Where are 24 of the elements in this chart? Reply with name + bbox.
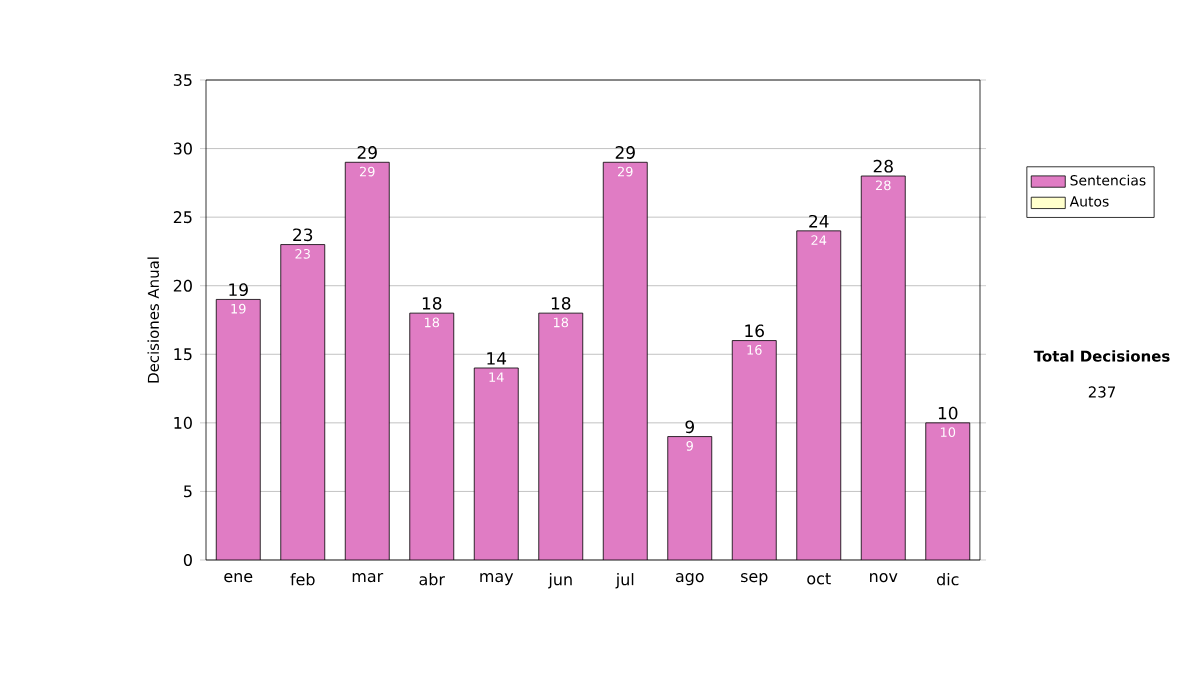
bar: [603, 162, 648, 560]
total-label: 14: [487, 352, 507, 365]
total-label: 18: [422, 296, 442, 310]
total-label: 29: [357, 146, 377, 159]
bar: [409, 313, 454, 560]
total-label: 29: [615, 146, 635, 159]
bar: [796, 230, 841, 560]
bar: [538, 313, 583, 560]
total-label: 10: [938, 406, 958, 420]
bar: [280, 244, 325, 560]
total-label: 9: [685, 420, 694, 434]
total-label: 24: [809, 214, 829, 228]
bar: [474, 368, 519, 560]
total-label: 16: [745, 324, 764, 338]
bar: [345, 162, 390, 560]
total-label: 28: [873, 159, 893, 173]
bar: [732, 340, 777, 560]
bar: [667, 436, 712, 560]
total-label: 18: [551, 296, 571, 310]
total-label: 23: [293, 228, 313, 242]
bar: [861, 176, 906, 560]
bar: [925, 422, 971, 560]
total-label: 19: [229, 283, 248, 297]
bar: [216, 299, 261, 560]
